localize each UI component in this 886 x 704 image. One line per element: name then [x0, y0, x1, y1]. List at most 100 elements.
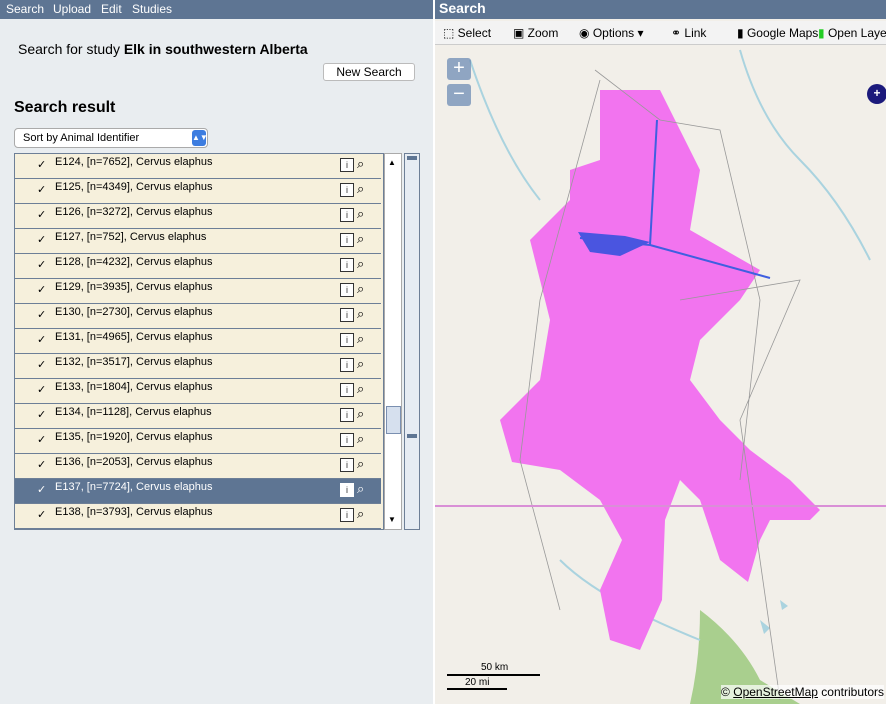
checkbox[interactable]: ✓ — [37, 184, 47, 196]
menu-item[interactable]: Search — [6, 2, 45, 16]
tool-button[interactable]: ▣ Zoom — [513, 26, 559, 40]
map[interactable] — [435, 44, 886, 704]
result-row[interactable]: ✓ E138, [n=3793], Cervus elaphus i ⌕ — [15, 504, 381, 529]
attribution-link[interactable]: OpenStreetMap — [733, 685, 818, 699]
row-label: E126, [n=3272], Cervus elaphus — [55, 206, 213, 218]
row-label: E124, [n=7652], Cervus elaphus — [55, 156, 213, 168]
zoom-icon[interactable]: ⌕ — [357, 156, 365, 171]
zoom-icon[interactable]: ⌕ — [357, 431, 365, 446]
scale-mi: 20 mi — [465, 677, 490, 688]
result-row[interactable]: ✓ E125, [n=4349], Cervus elaphus i ⌕ — [15, 179, 381, 204]
menu-item[interactable]: Upload — [53, 2, 92, 16]
tool-button[interactable]: ⬚ Select — [443, 26, 492, 40]
result-row[interactable]: ✓ E128, [n=4232], Cervus elaphus i ⌕ — [15, 254, 381, 279]
select-arrow: ▲▼ — [192, 130, 208, 146]
zoom-icon[interactable]: ⌕ — [357, 406, 365, 421]
result-row[interactable]: ✓ E130, [n=2730], Cervus elaphus i ⌕ — [15, 304, 381, 329]
info-icon[interactable]: i — [340, 333, 354, 347]
zoom-icon[interactable]: ⌕ — [357, 356, 365, 371]
checkbox[interactable]: ✓ — [37, 459, 47, 471]
row-label: E138, [n=3793], Cervus elaphus — [55, 506, 213, 518]
row-label: E127, [n=752], Cervus elaphus — [55, 231, 207, 243]
tool-button[interactable]: ▮ Open Layers — [818, 26, 886, 40]
info-icon[interactable]: i — [340, 408, 354, 422]
scrollbar[interactable]: ▲ ▼ — [384, 153, 402, 530]
scroll-down[interactable]: ▼ — [388, 515, 396, 524]
menu-item[interactable]: Studies — [132, 2, 173, 16]
result-row[interactable]: ✓ E132, [n=3517], Cervus elaphus i ⌕ — [15, 354, 381, 379]
checkbox[interactable]: ✓ — [37, 409, 47, 421]
sort-select[interactable]: Sort by Animal Identifier ▲▼ — [14, 128, 208, 148]
tool-button[interactable]: ◉ Options ▾ — [579, 26, 644, 40]
new-search-button[interactable]: New Search — [323, 63, 415, 81]
zoom-icon[interactable]: ⌕ — [357, 456, 365, 471]
result-row[interactable]: ✓ E133, [n=1804], Cervus elaphus i ⌕ — [15, 379, 381, 404]
zoom-icon[interactable]: ⌕ — [357, 381, 365, 396]
checkbox[interactable]: ✓ — [37, 259, 47, 271]
zoom-icon[interactable]: ⌕ — [357, 256, 365, 271]
info-icon[interactable]: i — [340, 183, 354, 197]
zoom-icon[interactable]: ⌕ — [357, 206, 365, 221]
info-icon[interactable]: i — [340, 508, 354, 522]
result-row[interactable]: ✓ E137, [n=7724], Cervus elaphus i ⌕ — [15, 479, 381, 504]
zoom-icon[interactable]: ⌕ — [357, 181, 365, 196]
scroll-thumb[interactable] — [386, 406, 401, 434]
result-row[interactable]: ✓ E124, [n=7652], Cervus elaphus i ⌕ — [15, 154, 381, 179]
info-icon[interactable]: i — [340, 158, 354, 172]
info-icon[interactable]: i — [340, 233, 354, 247]
row-label: E125, [n=4349], Cervus elaphus — [55, 181, 213, 193]
tool-button[interactable]: ▮ Google Maps — [737, 26, 819, 40]
checkbox[interactable]: ✓ — [37, 309, 47, 321]
search-caption: Search for study Elk in southwestern Alb… — [18, 41, 308, 57]
checkbox[interactable]: ✓ — [37, 334, 47, 346]
checkbox[interactable]: ✓ — [37, 284, 47, 296]
scale-km: 50 km — [481, 662, 509, 673]
zoom-icon[interactable]: ⌕ — [357, 306, 365, 321]
info-icon[interactable]: i — [340, 383, 354, 397]
result-row[interactable]: ✓ E126, [n=3272], Cervus elaphus i ⌕ — [15, 204, 381, 229]
row-label: E137, [n=7724], Cervus elaphus — [55, 481, 213, 493]
zoom-in[interactable]: + — [447, 58, 471, 80]
info-icon[interactable]: i — [340, 283, 354, 297]
info-icon[interactable]: i — [340, 483, 354, 497]
scroll-up[interactable]: ▲ — [388, 158, 396, 167]
row-label: E131, [n=4965], Cervus elaphus — [55, 331, 213, 343]
zoom-icon[interactable]: ⌕ — [357, 506, 365, 521]
info-icon[interactable]: i — [340, 458, 354, 472]
zoom-icon[interactable]: ⌕ — [357, 481, 365, 496]
zoom-icon[interactable]: ⌕ — [357, 281, 365, 296]
result-row[interactable]: ✓ E127, [n=752], Cervus elaphus i ⌕ — [15, 229, 381, 254]
zoom-icon[interactable]: ⌕ — [357, 231, 365, 246]
checkbox[interactable]: ✓ — [37, 359, 47, 371]
result-row[interactable]: ✓ E129, [n=3935], Cervus elaphus i ⌕ — [15, 279, 381, 304]
tool-label: Google Maps — [746, 26, 819, 40]
checkbox[interactable]: ✓ — [37, 434, 47, 446]
info-icon[interactable]: i — [340, 258, 354, 272]
tool-label: Open Layers — [827, 26, 886, 40]
tool-label: Select — [457, 26, 492, 40]
result-row[interactable]: ✓ E136, [n=2053], Cervus elaphus i ⌕ — [15, 454, 381, 479]
result-heading: Search result — [14, 99, 116, 116]
attribution-suffix: contributors — [821, 685, 884, 699]
checkbox[interactable]: ✓ — [37, 159, 47, 171]
layer-switcher[interactable]: + — [867, 84, 886, 104]
attribution: © OpenStreetMap contributors — [721, 685, 884, 699]
checkbox[interactable]: ✓ — [37, 234, 47, 246]
checkbox[interactable]: ✓ — [37, 484, 47, 496]
info-icon[interactable]: i — [340, 308, 354, 322]
info-icon[interactable]: i — [340, 358, 354, 372]
row-label: E128, [n=4232], Cervus elaphus — [55, 256, 213, 268]
result-row[interactable]: ✓ E131, [n=4965], Cervus elaphus i ⌕ — [15, 329, 381, 354]
tool-button[interactable]: ⚭ Link — [671, 26, 707, 40]
checkbox[interactable]: ✓ — [37, 509, 47, 521]
result-row[interactable]: ✓ E135, [n=1920], Cervus elaphus i ⌕ — [15, 429, 381, 454]
info-icon[interactable]: i — [340, 208, 354, 222]
checkbox[interactable]: ✓ — [37, 384, 47, 396]
sort-select-label: Sort by Animal Identifier — [23, 132, 140, 144]
result-row[interactable]: ✓ E134, [n=1128], Cervus elaphus i ⌕ — [15, 404, 381, 429]
zoom-icon[interactable]: ⌕ — [357, 331, 365, 346]
info-icon[interactable]: i — [340, 433, 354, 447]
checkbox[interactable]: ✓ — [37, 209, 47, 221]
menu-item[interactable]: Edit — [101, 2, 122, 16]
zoom-out[interactable]: − — [447, 84, 471, 106]
